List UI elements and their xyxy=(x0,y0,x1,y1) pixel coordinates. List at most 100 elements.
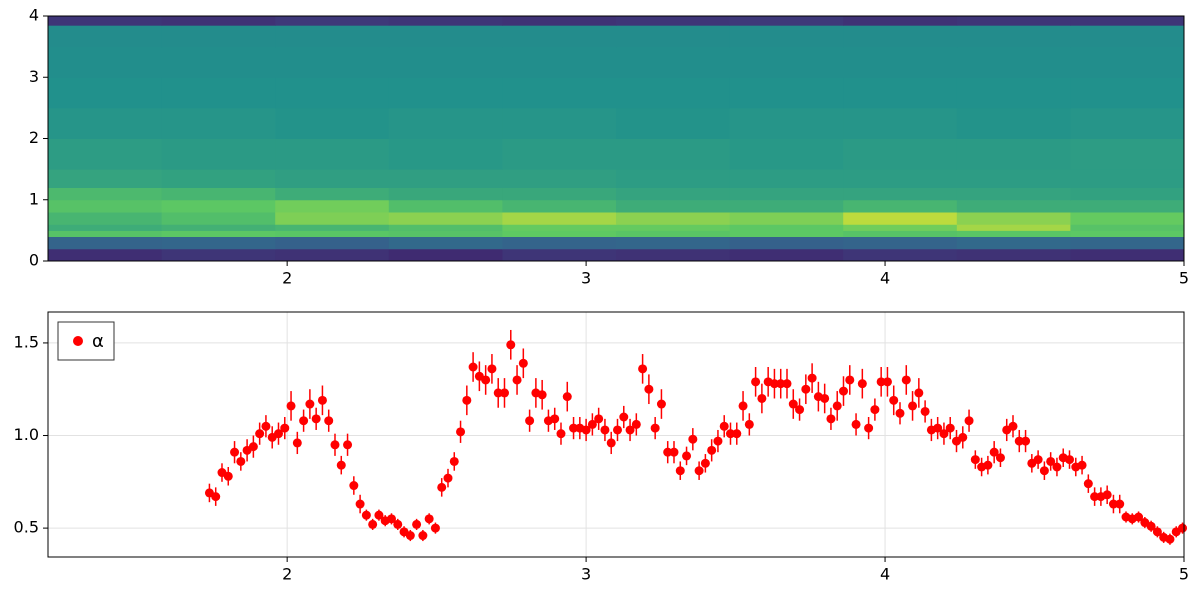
heatmap-cell xyxy=(1070,107,1185,139)
heatmap-cell xyxy=(161,199,276,213)
data-point xyxy=(751,377,761,387)
data-point xyxy=(638,364,648,374)
data-point xyxy=(908,401,918,411)
data-point xyxy=(600,425,610,435)
legend-box xyxy=(57,321,115,361)
data-point xyxy=(462,395,472,405)
data-point xyxy=(1052,462,1062,472)
x-tick-label: 5 xyxy=(1179,565,1189,584)
heatmap-cell xyxy=(843,212,958,225)
x-tick-label: 3 xyxy=(581,269,591,288)
heatmap-cell xyxy=(729,107,844,139)
heatmap-cell xyxy=(729,16,844,26)
data-point xyxy=(349,481,359,491)
data-point xyxy=(901,375,911,385)
heatmap-cell xyxy=(48,248,163,262)
data-point xyxy=(995,453,1005,463)
heatmap-cell xyxy=(616,224,731,231)
data-point xyxy=(889,395,899,405)
heatmap-cell xyxy=(48,187,163,201)
heatmap-cell xyxy=(48,169,163,188)
heatmap-cell xyxy=(275,248,390,262)
data-point xyxy=(738,401,748,411)
data-point xyxy=(939,429,949,439)
heatmap-cell xyxy=(956,138,1071,170)
heatmap-cell xyxy=(388,25,503,48)
data-point xyxy=(393,519,403,529)
data-point xyxy=(700,458,710,468)
heatmap-cell xyxy=(956,169,1071,188)
data-point xyxy=(807,373,817,383)
heatmap-cell xyxy=(502,248,617,262)
heatmap-cell xyxy=(956,248,1071,262)
heatmap-cell xyxy=(616,236,731,250)
heatmap-cell xyxy=(275,46,390,78)
heatmap-cell xyxy=(502,169,617,188)
heatmap-cell xyxy=(161,46,276,78)
heatmap-cell xyxy=(843,46,958,78)
data-point xyxy=(964,416,974,426)
heatmap-cell xyxy=(616,25,731,48)
data-point xyxy=(223,471,233,481)
heatmap-cell xyxy=(1070,138,1185,170)
heatmap-cell xyxy=(275,16,390,26)
heatmap-cell xyxy=(1070,77,1185,109)
data-point xyxy=(1046,456,1056,466)
heatmap-cell xyxy=(956,212,1071,225)
heatmap-cell xyxy=(956,25,1071,48)
heatmap-cell xyxy=(729,224,844,231)
data-point xyxy=(311,414,321,424)
heatmap-cell xyxy=(388,187,503,201)
heatmap-cell xyxy=(161,224,276,231)
data-point xyxy=(732,429,742,439)
data-point xyxy=(317,395,327,405)
heatmap-cell xyxy=(843,138,958,170)
x-tick-label: 2 xyxy=(282,269,292,288)
heatmap-cell xyxy=(1070,199,1185,213)
data-point xyxy=(537,390,547,400)
heatmap-cell xyxy=(388,230,503,237)
data-point xyxy=(355,499,365,509)
data-point xyxy=(1108,499,1118,509)
y-tick-label: 2 xyxy=(29,128,39,147)
data-point xyxy=(644,384,654,394)
heatmap-cell xyxy=(1070,236,1185,250)
heatmap-cell xyxy=(502,224,617,231)
x-tick-label: 3 xyxy=(581,565,591,584)
heatmap-cell xyxy=(1070,25,1185,48)
heatmap-cell xyxy=(729,77,844,109)
heatmap-cell xyxy=(502,236,617,250)
heatmap-cell xyxy=(388,46,503,78)
heatmap-cell xyxy=(502,16,617,26)
x-tick-label: 2 xyxy=(282,565,292,584)
data-point xyxy=(631,419,641,429)
data-point xyxy=(405,531,415,541)
heatmap-cell xyxy=(161,77,276,109)
data-point xyxy=(663,447,673,457)
heatmap-cell xyxy=(843,77,958,109)
data-point xyxy=(713,436,723,446)
heatmap-cell xyxy=(161,169,276,188)
data-point xyxy=(725,429,735,439)
data-point xyxy=(324,416,334,426)
heatmap-cell xyxy=(616,169,731,188)
y-tick-label: 4 xyxy=(29,6,39,25)
heatmap-cell xyxy=(161,236,276,250)
x-tick-label: 5 xyxy=(1179,269,1189,288)
heatmap-cell xyxy=(502,46,617,78)
data-point xyxy=(933,423,943,433)
data-point xyxy=(625,425,635,435)
heatmap-cell xyxy=(616,138,731,170)
data-point xyxy=(851,419,861,429)
heatmap-cell xyxy=(1070,187,1185,201)
data-point xyxy=(958,432,968,442)
heatmap-cell xyxy=(843,107,958,139)
heatmap-cell xyxy=(956,199,1071,213)
data-point xyxy=(280,423,290,433)
data-point xyxy=(437,482,447,492)
heatmap-cell xyxy=(843,16,958,26)
data-point xyxy=(230,447,240,457)
heatmap-cell xyxy=(388,107,503,139)
data-point xyxy=(525,416,535,426)
data-point xyxy=(1008,421,1018,431)
